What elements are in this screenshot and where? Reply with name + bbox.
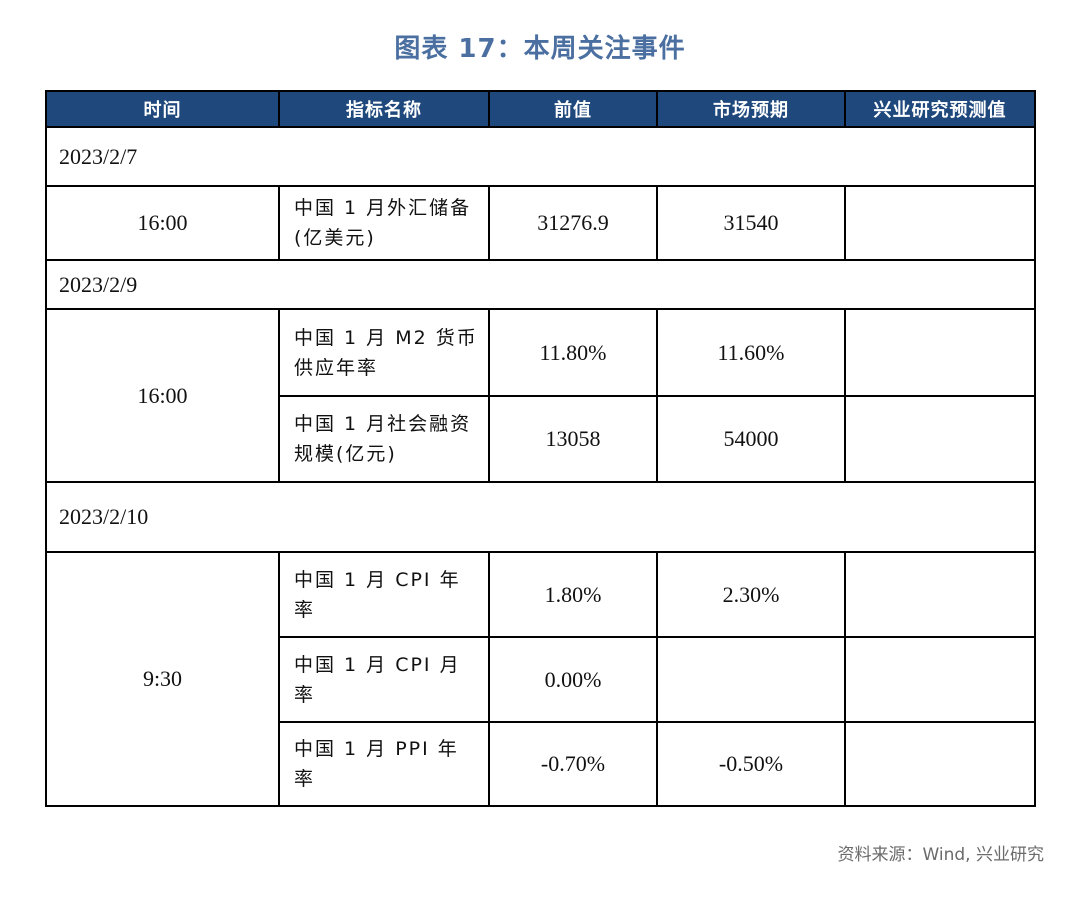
time-cell: 9:30 [45,551,280,807]
date-row: 2023/2/7 [45,126,1036,187]
indicator-cell: 中国 1 月外汇储备(亿美元) [278,185,490,261]
prev-cell: 31276.9 [488,185,658,261]
indicator-cell: 中国 1 月 CPI 年率 [278,551,490,638]
date-cell: 2023/2/10 [45,481,1036,553]
forecast-cell [844,185,1036,261]
prev-cell: 13058 [488,395,658,483]
expect-cell: 11.60% [656,308,846,397]
date-cell: 2023/2/9 [45,259,1036,310]
header-indicator: 指标名称 [278,90,490,128]
time-cell: 16:00 [45,308,280,483]
expect-cell: -0.50% [656,721,846,807]
header-row: 时间 指标名称 前值 市场预期 兴业研究预测值 [45,90,1036,128]
table-row: 中国 1 月社会融资规模(亿元) 13058 54000 [46,395,1036,483]
header-expectation: 市场预期 [656,90,846,128]
indicator-cell: 中国 1 月 CPI 月率 [278,636,490,723]
forecast-cell [844,721,1036,807]
header-time: 时间 [45,90,280,128]
prev-cell: 0.00% [488,636,658,723]
date-row: 2023/2/10 [45,481,1036,553]
header-prev: 前值 [488,90,658,128]
indicator-cell: 中国 1 月社会融资规模(亿元) [278,395,490,483]
forecast-cell [844,308,1036,397]
expect-cell: 2.30% [656,551,846,638]
table-row: 16:00 中国 1 月 M2 货币供应年率 11.80% 11.60% [45,308,1036,483]
table-row: 中国 1 月 CPI 月率 0.00% [46,636,1036,723]
expect-cell: 31540 [656,185,846,261]
indicator-cell: 中国 1 月 M2 货币供应年率 [278,308,490,397]
table-row: 中国 1 月 PPI 年率 -0.70% -0.50% [46,721,1036,807]
indicator-cell: 中国 1 月 PPI 年率 [278,721,490,807]
header-forecast: 兴业研究预测值 [844,90,1036,128]
table-row: 9:30 中国 1 月 CPI 年率 1.80% 2.30% [45,551,1036,807]
date-row: 2023/2/9 [45,259,1036,310]
expect-cell [656,636,846,723]
prev-cell: 1.80% [488,551,658,638]
events-table: 时间 指标名称 前值 市场预期 兴业研究预测值 2023/2/7 16:00 中… [45,90,1036,807]
time-cell: 16:00 [45,185,280,261]
date-cell: 2023/2/7 [45,126,1036,187]
prev-cell: 11.80% [488,308,658,397]
forecast-cell [844,551,1036,638]
prev-cell: -0.70% [488,721,658,807]
expect-cell: 54000 [656,395,846,483]
figure-title: 图表 17：本周关注事件 [394,34,686,64]
forecast-cell [844,636,1036,723]
forecast-cell [844,395,1036,483]
source-note: 资料来源：Wind, 兴业研究 [837,845,1044,865]
table-row: 16:00 中国 1 月外汇储备(亿美元) 31276.9 31540 [45,185,1036,261]
